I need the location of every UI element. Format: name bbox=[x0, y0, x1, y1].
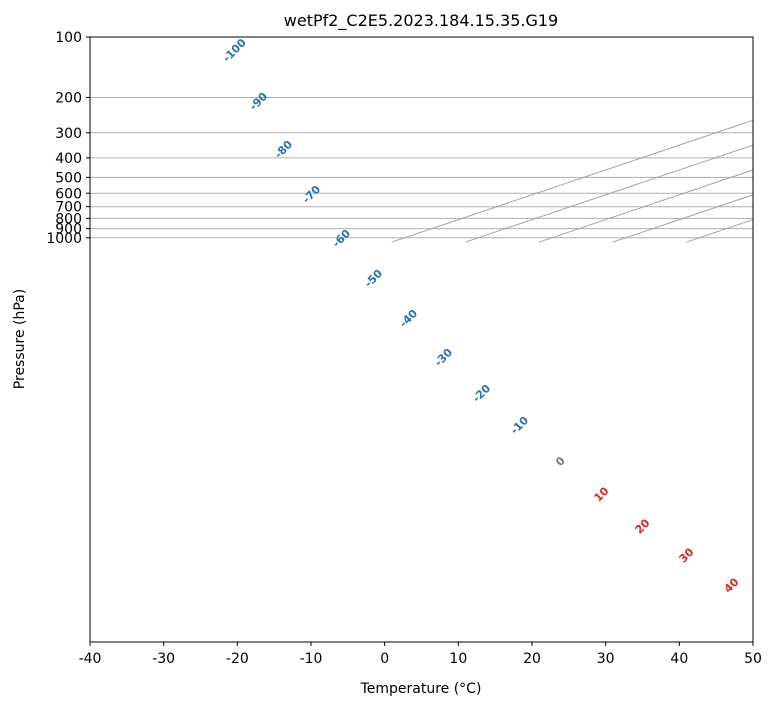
isotherm-label: 30 bbox=[677, 545, 697, 565]
isotherm-label: -50 bbox=[362, 267, 385, 290]
x-tick-label: 40 bbox=[670, 651, 688, 667]
x-tick-label: 20 bbox=[523, 651, 541, 667]
isotherm-line bbox=[465, 144, 753, 243]
isotherm-line bbox=[539, 169, 753, 243]
isotherm-line bbox=[612, 194, 753, 243]
y-tick-label: 900 bbox=[55, 222, 82, 238]
x-tick-label: 0 bbox=[380, 651, 389, 667]
x-tick-label: -40 bbox=[79, 651, 102, 667]
isotherm-label: -40 bbox=[397, 307, 420, 330]
isotherm-line bbox=[391, 119, 753, 243]
chart-title: wetPf2_C2E5.2023.184.15.35.G19 bbox=[284, 11, 558, 31]
isotherm-label: 20 bbox=[633, 516, 653, 536]
x-tick-label: -20 bbox=[226, 651, 249, 667]
isotherm-label: -10 bbox=[508, 414, 531, 437]
y-tick-label: 600 bbox=[55, 186, 82, 202]
isotherm-label: -30 bbox=[432, 346, 455, 369]
y-tick-label: 400 bbox=[55, 151, 82, 167]
y-tick-label: 100 bbox=[55, 30, 82, 46]
y-tick-label: 300 bbox=[55, 126, 82, 142]
x-tick-label: 50 bbox=[744, 651, 762, 667]
y-tick-label: 800 bbox=[55, 211, 82, 227]
isotherm-line bbox=[686, 219, 753, 243]
y-tick-label: 1000 bbox=[46, 231, 82, 247]
x-tick-label: -10 bbox=[300, 651, 323, 667]
x-tick-label: 30 bbox=[597, 651, 615, 667]
x-axis-ticks: -40 -30 -20 -10 0 10 20 30 40 50 bbox=[79, 642, 762, 667]
y-axis-label: Pressure (hPa) bbox=[12, 289, 28, 389]
isotherm-label: -20 bbox=[470, 382, 493, 405]
y-tick-label: 500 bbox=[55, 170, 82, 186]
plot-frame bbox=[89, 36, 754, 643]
isobar-gridlines bbox=[90, 37, 753, 239]
y-tick-label: 700 bbox=[55, 200, 82, 216]
x-axis-label: Temperature (°C) bbox=[360, 681, 482, 697]
x-tick-label: -30 bbox=[152, 651, 175, 667]
isotherm-label: -60 bbox=[330, 227, 353, 250]
isotherm-label: -100 bbox=[220, 36, 249, 65]
isotherm-line bbox=[760, 37, 775, 242]
isotherm-label: 10 bbox=[592, 484, 612, 504]
isotherm-label: -90 bbox=[247, 90, 270, 113]
isotherm-label: -70 bbox=[300, 183, 323, 206]
y-tick-label: 200 bbox=[55, 90, 82, 106]
x-tick-label: 10 bbox=[449, 651, 467, 667]
isotherm-gridlines bbox=[391, 37, 775, 243]
isotherm-label: 40 bbox=[722, 575, 742, 595]
isotherm-label: 0 bbox=[553, 454, 568, 469]
